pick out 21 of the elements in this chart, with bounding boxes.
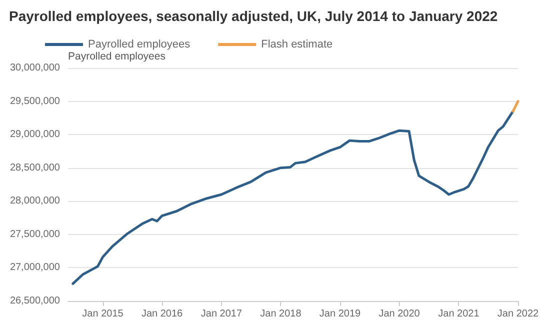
y-axis-title: Payrolled employees [68, 50, 166, 62]
x-tick-label: Jan 2017 [200, 308, 242, 320]
x-tick-label: Jan 2018 [260, 308, 302, 320]
legend-label: Payrolled employees [88, 38, 191, 50]
x-tick-label: Jan 2016 [141, 308, 184, 320]
line-series [72, 110, 514, 285]
x-tick-label: Jan 2015 [82, 308, 124, 320]
y-tick-label: 29,500,000 [10, 96, 60, 107]
x-tick-label: Jan 2020 [378, 308, 420, 320]
y-tick-label: 27,000,000 [10, 262, 60, 274]
y-tick-label: 28,000,000 [10, 196, 60, 207]
y-tick-label: 27,500,000 [10, 228, 60, 240]
y-tick-label: 28,500,000 [10, 162, 60, 174]
y-tick-label: 29,000,000 [10, 129, 60, 140]
chart-title: Payrolled employees, seasonally adjusted, UK, July 2014 to January 2022 [9, 8, 498, 24]
x-tick-label: Jan 2021 [438, 308, 480, 320]
legend-label: Flash estimate [261, 38, 333, 50]
x-tick-label: Jan 2019 [319, 308, 362, 320]
y-tick-label: 30,000,000 [10, 62, 60, 74]
x-tick-label: Jan 2022 [497, 308, 540, 320]
y-tick-label: 26,500,000 [10, 296, 60, 306]
